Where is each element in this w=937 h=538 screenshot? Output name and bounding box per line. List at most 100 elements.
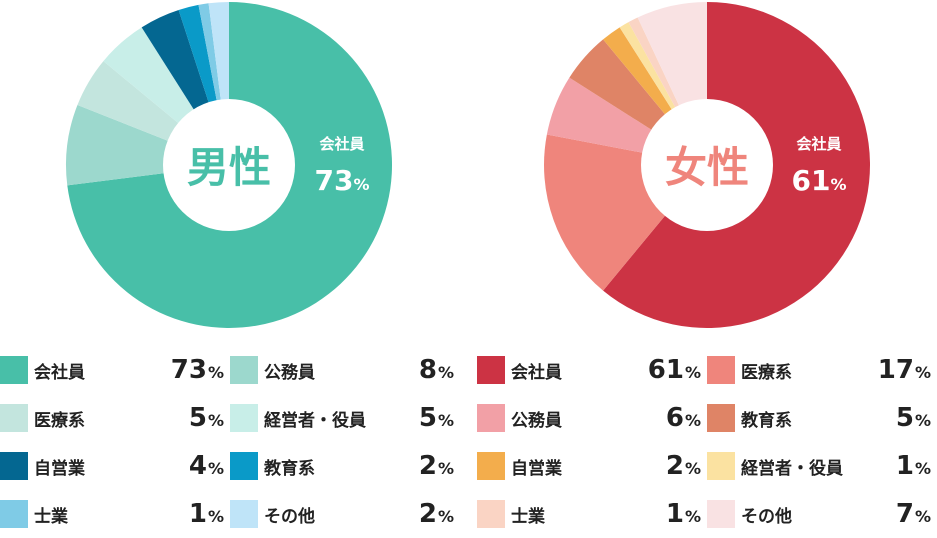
male-legend-label: 経営者・役員 [264,410,366,431]
male-top-category-value: 73% [315,164,370,197]
female-legend-value: 5% [896,403,931,433]
male-legend-item: その他 2% [230,499,460,529]
female-legend-swatch [477,452,505,480]
female-legend-item: 公務員 6% [477,403,707,433]
male-legend-swatch [0,452,28,480]
female-legend-number: 1 [665,499,684,529]
male-legend-percent: % [437,363,454,382]
female-legend-label: 医療系 [741,362,792,383]
male-legend-value: 1% [189,499,224,529]
male-legend-item: 士業 1% [0,499,230,529]
male-legend-value: 2% [419,499,454,529]
male-legend-label: 公務員 [264,362,315,383]
male-legend-value: 8% [419,355,454,385]
female-legend-label: 士業 [511,506,545,527]
female-chart-title: 女性 [665,143,749,192]
female-legend-percent: % [914,363,931,382]
male-legend-number: 2 [418,499,437,529]
male-legend-item: 会社員 73% [0,355,230,385]
female-pie-center-hole [641,99,773,231]
male-legend-swatch [230,356,258,384]
male-legend-number: 2 [418,451,437,481]
female-legend-value: 17% [878,355,931,385]
male-legend-value: 5% [419,403,454,433]
female-legend-number: 5 [895,403,914,433]
male-pie-center-hole [163,99,295,231]
male-legend-percent: % [207,507,224,526]
female-legend-item: 教育系 5% [707,403,937,433]
male-legend-percent: % [437,459,454,478]
male-legend-number: 5 [188,403,207,433]
female-legend-swatch [477,404,505,432]
male-legend-value: 73% [171,355,224,385]
female-legend-label: 経営者・役員 [741,458,843,479]
female-legend-percent: % [914,507,931,526]
male-legend-number: 1 [188,499,207,529]
male-chart-title: 男性 [187,143,271,192]
female-legend-row: 士業 1% その他 7% [477,490,937,538]
female-legend-item: 医療系 17% [707,355,937,385]
female-legend-percent: % [684,507,701,526]
male-legend-label: 自営業 [34,458,85,479]
male-pie-chart: 男性 会社員 73% [66,2,393,329]
female-legend-swatch [707,404,735,432]
female-legend-value: 2% [666,451,701,481]
female-legend-item: 経営者・役員 1% [707,451,937,481]
female-legend-item: 士業 1% [477,499,707,529]
female-legend-row: 公務員 6% 教育系 5% [477,394,937,442]
female-legend-number: 7 [895,499,914,529]
female-legend-percent: % [684,363,701,382]
female-legend-number: 6 [665,403,684,433]
male-legend-label: 教育系 [264,458,315,479]
male-legend-number: 73 [170,355,207,385]
male-legend-percent: % [437,507,454,526]
female-legend-value: 6% [666,403,701,433]
female-legend-number: 61 [647,355,684,385]
female-legend-row: 自営業 2% 経営者・役員 1% [477,442,937,490]
male-legend-row: 自営業 4% 教育系 2% [0,442,465,490]
female-legend-item: 会社員 61% [477,355,707,385]
female-legend-percent: % [914,411,931,430]
male-legend-percent: % [207,411,224,430]
female-legend-label: その他 [741,506,792,527]
female-legend-number: 17 [877,355,914,385]
male-legend-number: 4 [188,451,207,481]
female-legend-percent: % [684,459,701,478]
female-legend-percent: % [914,459,931,478]
female-legend-swatch [707,356,735,384]
male-legend-row: 医療系 5% 経営者・役員 5% [0,394,465,442]
female-legend-label: 公務員 [511,410,562,431]
male-legend-item: 自営業 4% [0,451,230,481]
male-legend-value: 2% [419,451,454,481]
female-legend-item: その他 7% [707,499,937,529]
female-legend: 会社員 61% 医療系 17% 公務員 6% 教育系 5% 自営業 2% 経営者・役員 1% 士業 1% そ… [477,346,937,538]
male-legend-number: 8 [418,355,437,385]
female-pie-chart: 女性 会社員 61% [544,1,871,328]
male-legend: 会社員 73% 公務員 8% 医療系 5% 経営者・役員 5% 自営業 4% 教育系 2% 士業 1% その… [0,346,465,538]
male-legend-item: 経営者・役員 5% [230,403,460,433]
female-legend-row: 会社員 61% 医療系 17% [477,346,937,394]
female-legend-label: 教育系 [741,410,792,431]
male-legend-percent: % [207,459,224,478]
male-legend-item: 教育系 2% [230,451,460,481]
female-legend-swatch [707,452,735,480]
male-legend-swatch [230,500,258,528]
male-legend-item: 公務員 8% [230,355,460,385]
female-legend-item: 自営業 2% [477,451,707,481]
female-legend-value: 1% [896,451,931,481]
male-legend-label: その他 [264,506,315,527]
male-legend-swatch [230,452,258,480]
female-top-category-value: 61% [792,164,847,197]
male-legend-label: 士業 [34,506,68,527]
female-legend-label: 会社員 [511,362,562,383]
male-legend-percent: % [437,411,454,430]
male-legend-swatch [0,356,28,384]
female-legend-number: 1 [895,451,914,481]
male-legend-number: 5 [418,403,437,433]
male-top-category-label: 会社員 [319,135,364,153]
female-legend-label: 自営業 [511,458,562,479]
male-legend-row: 会社員 73% 公務員 8% [0,346,465,394]
female-legend-number: 2 [665,451,684,481]
male-legend-item: 医療系 5% [0,403,230,433]
female-legend-value: 61% [648,355,701,385]
